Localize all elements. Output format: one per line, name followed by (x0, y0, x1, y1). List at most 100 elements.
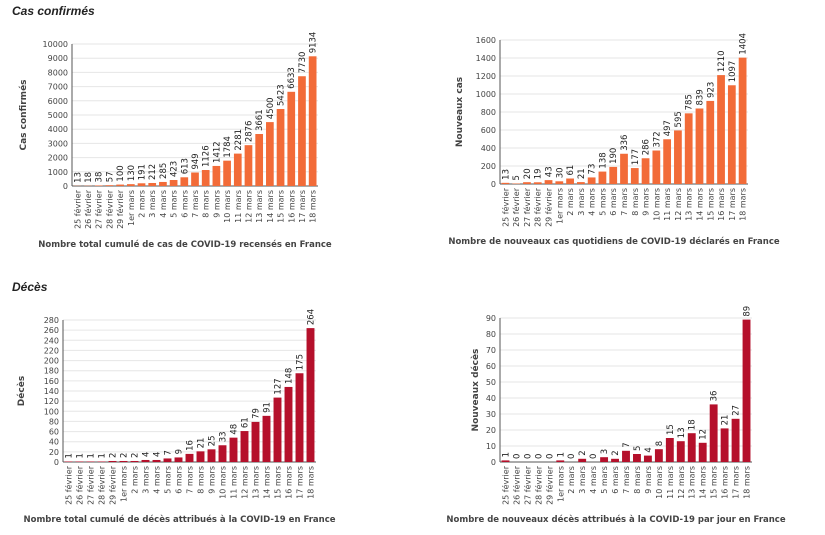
x-tick-label: 25 février (500, 187, 510, 227)
x-tick-label: 16 mars (717, 188, 726, 221)
value-label: 0 (589, 454, 599, 459)
x-tick-label: 11 mars (230, 466, 239, 499)
value-label: 79 (252, 408, 262, 419)
x-tick-label: 10 mars (655, 466, 664, 499)
x-tick-label: 16 mars (285, 466, 294, 499)
x-tick-label: 2 mars (566, 188, 575, 216)
x-tick-label: 9 mars (212, 190, 221, 218)
value-label: 175 (296, 354, 306, 370)
value-label: 5 (512, 175, 522, 180)
y-tick-label: 200 (44, 357, 59, 366)
x-tick-label: 25 février (72, 189, 82, 229)
x-tick-label: 29 février (544, 187, 554, 227)
x-tick-label: 4 mars (153, 466, 162, 494)
value-label: 12 (699, 429, 709, 440)
value-label: 6633 (287, 67, 297, 89)
bar (212, 165, 221, 186)
x-axis-title: Nombre de nouveaux cas quotidiens de COV… (448, 236, 780, 247)
x-tick-label: 28 février (104, 189, 114, 229)
x-tick-label: 9 mars (642, 188, 651, 216)
bar (706, 100, 715, 184)
bar (717, 75, 725, 184)
value-label: 18 (84, 172, 94, 183)
value-label: 73 (588, 164, 598, 175)
value-label: 0 (534, 454, 544, 459)
x-tick-label: 2 mars (131, 466, 140, 494)
bar (64, 461, 73, 462)
bar (105, 185, 114, 186)
x-tick-label: 8 mars (202, 190, 211, 218)
bar (654, 449, 663, 462)
value-label: 949 (191, 153, 201, 169)
x-axis-title: Nombre total cumulé de cas de COVID-19 r… (38, 239, 332, 250)
bar (240, 431, 249, 462)
y-tick-label: 20 (49, 448, 59, 457)
x-tick-label: 25 février (64, 465, 74, 505)
y-tick-label: 5000 (48, 111, 68, 120)
y-tick-label: 100 (44, 407, 59, 416)
value-label: 5423 (277, 84, 287, 106)
value-label: 4 (644, 447, 654, 452)
y-tick-label: 0 (54, 458, 59, 467)
x-tick-label: 26 février (511, 187, 521, 227)
x-tick-label: 18 mars (743, 466, 752, 499)
x-tick-label: 8 mars (631, 188, 640, 216)
x-tick-label: 7 mars (620, 188, 629, 216)
bar (75, 461, 84, 462)
y-tick-label: 10000 (43, 40, 68, 49)
bar (116, 184, 124, 186)
bar (674, 130, 682, 184)
value-label: 1210 (717, 50, 727, 72)
value-label: 138 (598, 152, 608, 168)
bar (600, 457, 609, 462)
x-tick-label: 3 mars (142, 466, 151, 494)
x-tick-label: 1er mars (127, 190, 136, 226)
y-tick-label: 80 (49, 417, 59, 426)
bar (174, 457, 183, 462)
bar (622, 450, 630, 462)
x-tick-label: 9 mars (208, 466, 217, 494)
x-tick-label: 5 mars (598, 188, 607, 216)
value-label: 0 (523, 454, 533, 459)
bar (148, 182, 157, 186)
x-tick-label: 11 mars (666, 466, 675, 499)
y-tick-label: 1000 (476, 90, 496, 99)
value-label: 0 (545, 454, 555, 459)
y-tick-label: 800 (481, 108, 496, 117)
y-tick-label: 260 (44, 326, 59, 335)
bar (233, 153, 242, 186)
y-tick-label: 200 (481, 162, 496, 171)
bar (126, 184, 135, 186)
x-tick-label: 7 mars (191, 190, 200, 218)
bar (207, 449, 216, 462)
bar (555, 181, 564, 184)
value-label: 100 (116, 165, 126, 181)
bar (611, 458, 619, 462)
value-label: 1097 (728, 61, 738, 83)
value-label: 264 (307, 309, 317, 325)
y-tick-label: 60 (486, 362, 496, 371)
value-label: 7 (164, 450, 174, 455)
bar (709, 404, 718, 462)
value-label: 0 (567, 454, 577, 459)
x-tick-label: 29 février (544, 465, 554, 505)
value-label: 91 (263, 402, 273, 413)
bar (94, 185, 103, 186)
y-tick-label: 7000 (48, 83, 68, 92)
x-tick-label: 14 mars (695, 188, 704, 221)
x-tick-label: 2 mars (138, 190, 147, 218)
x-tick-label: 18 mars (309, 190, 318, 223)
x-tick-label: 15 mars (706, 188, 715, 221)
x-tick-label: 11 mars (663, 188, 672, 221)
x-tick-label: 8 mars (633, 466, 642, 494)
y-tick-label: 90 (486, 314, 496, 323)
value-label: 4 (153, 452, 163, 457)
value-label: 7 (622, 442, 632, 447)
bar (641, 158, 650, 184)
value-label: 27 (732, 405, 742, 416)
bar (684, 113, 693, 184)
x-tick-label: 5 mars (600, 466, 609, 494)
value-label: 9134 (309, 32, 319, 54)
x-tick-label: 28 février (533, 465, 543, 505)
